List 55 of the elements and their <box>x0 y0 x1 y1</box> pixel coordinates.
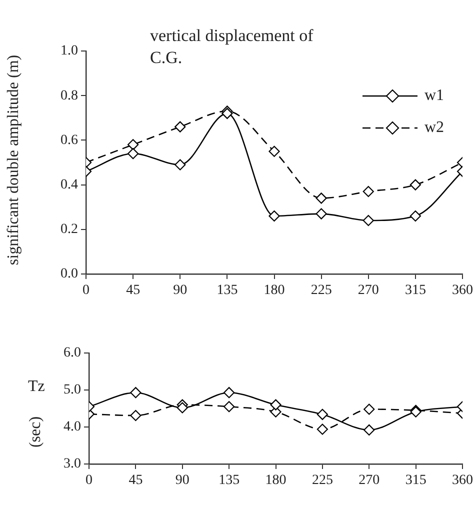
point <box>316 208 327 220</box>
x-tick-label: 270 <box>358 473 380 488</box>
x-tick-label: 360 <box>452 473 473 488</box>
y-tick-label: 0.2 <box>60 222 78 238</box>
x-tick-label: 90 <box>175 473 190 488</box>
y-axis-title: significant double amplitude (m) <box>5 54 22 266</box>
point <box>316 408 328 420</box>
x-tick-label: 315 <box>405 473 426 488</box>
point <box>316 192 327 204</box>
point <box>410 210 421 222</box>
point <box>224 401 235 412</box>
point <box>410 179 421 190</box>
point <box>362 186 374 198</box>
x-tick-label: 0 <box>86 473 92 488</box>
point <box>128 139 139 150</box>
point <box>174 121 186 132</box>
y-tick-label: 6.0 <box>64 346 81 361</box>
x-tick-label: 45 <box>128 473 143 488</box>
point <box>128 148 139 160</box>
point <box>268 210 280 222</box>
y-tick-label: 0.8 <box>60 88 78 104</box>
point <box>268 146 280 157</box>
point <box>270 399 282 410</box>
point <box>176 402 188 414</box>
x-tick-label: 180 <box>264 283 285 298</box>
point <box>174 159 186 170</box>
point <box>224 387 235 398</box>
legend-label: w2 <box>424 119 444 136</box>
x-tick-label: 45 <box>126 283 140 298</box>
point <box>316 424 328 435</box>
x-tick-label: 0 <box>82 283 90 298</box>
point <box>362 214 374 226</box>
x-tick-label: 135 <box>216 283 238 298</box>
y-tick-label: 0.4 <box>60 177 78 192</box>
point <box>364 424 375 436</box>
x-tick-label: 360 <box>452 283 473 298</box>
x-tick-label: 270 <box>358 283 379 298</box>
x-tick-label: 225 <box>310 283 332 298</box>
y-tick-label: 3.0 <box>64 456 81 472</box>
point <box>130 387 142 398</box>
point <box>364 404 375 415</box>
y-tick-label: 0.0 <box>60 266 78 282</box>
x-tick-label: 90 <box>173 283 188 298</box>
x-tick-label: 225 <box>312 473 333 488</box>
y-tick-label: 5.0 <box>64 382 81 398</box>
chart-title: vertical displacement of C.G. <box>150 26 314 67</box>
legend-label: w1 <box>424 87 444 104</box>
text: Tz (sec) <box>27 378 45 448</box>
y-tick-label: 4.0 <box>64 420 81 435</box>
x-tick-label: 315 <box>404 283 426 298</box>
y-tick-label: 0.6 <box>60 132 78 148</box>
x-tick-label: 135 <box>218 473 240 488</box>
point <box>130 410 142 422</box>
y-tick-label: 1.0 <box>60 44 78 59</box>
x-tick-label: 180 <box>265 473 286 488</box>
